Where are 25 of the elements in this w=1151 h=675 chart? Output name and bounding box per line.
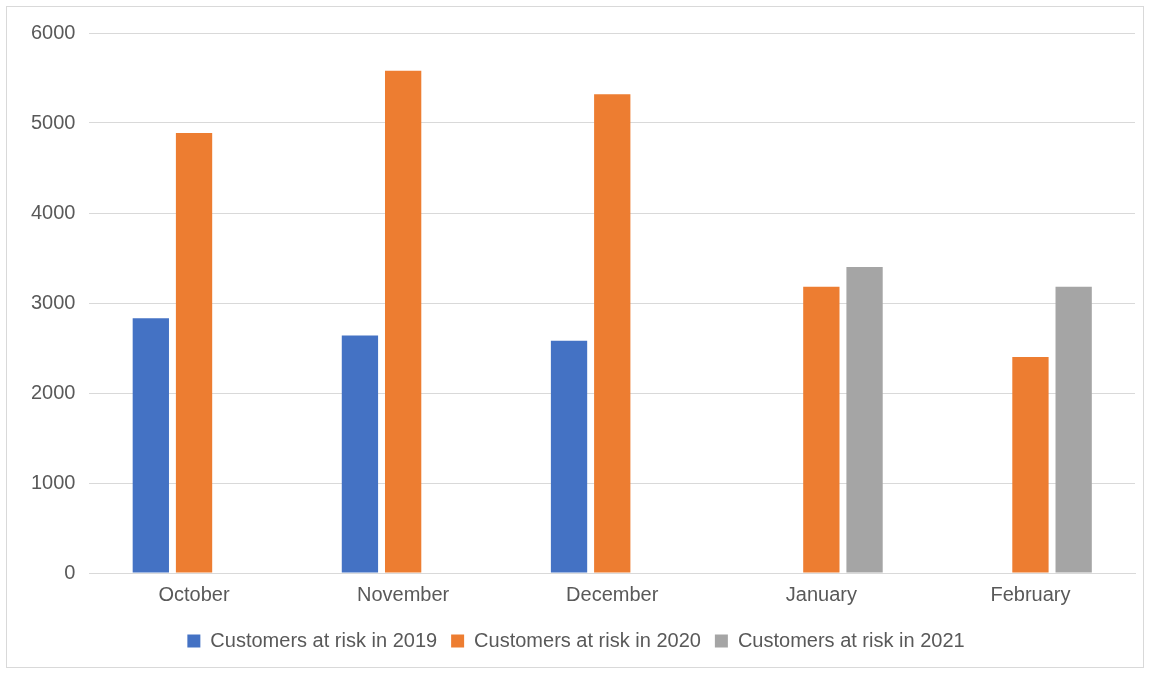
legend-label: Customers at risk in 2021	[737, 628, 965, 651]
bar	[385, 70, 422, 573]
y-tick-label: 6000	[30, 20, 76, 43]
x-tick-label: December	[566, 582, 659, 605]
bar	[175, 132, 213, 573]
x-tick-label: October	[158, 582, 230, 605]
y-tick-label: 2000	[30, 380, 76, 403]
bar	[594, 94, 631, 573]
bar	[846, 267, 883, 573]
bar	[1012, 357, 1049, 573]
x-tick-label: February	[990, 582, 1071, 605]
legend-label: Customers at risk in 2019	[210, 628, 438, 651]
bar	[550, 340, 588, 573]
x-tick-label: November	[357, 582, 450, 605]
y-tick-label: 0	[64, 560, 76, 583]
y-tick-label: 5000	[30, 110, 76, 133]
y-tick-label: 1000	[30, 470, 76, 493]
bar	[341, 335, 379, 573]
x-tick-label: January	[785, 582, 857, 605]
bar	[803, 286, 840, 573]
y-tick-label: 4000	[30, 200, 76, 223]
y-tick-label: 3000	[30, 290, 76, 313]
bar	[1055, 286, 1092, 573]
bar	[132, 318, 169, 573]
legend-label: Customers at risk in 2020	[474, 628, 701, 651]
